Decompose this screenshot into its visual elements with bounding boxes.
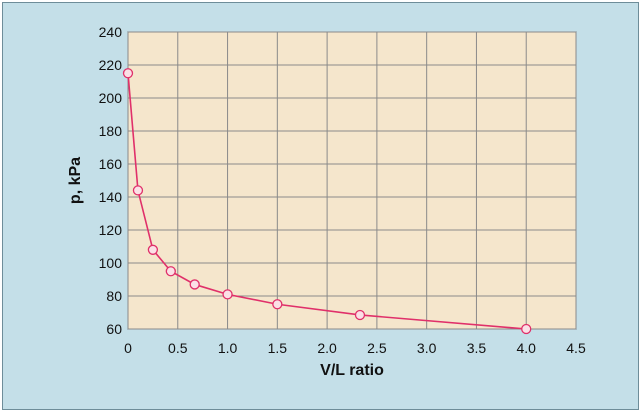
- grid-lines: [127, 31, 577, 330]
- y-tick-label: 100: [99, 255, 123, 271]
- y-tick-label: 140: [99, 189, 123, 205]
- y-tick-label: 160: [99, 156, 123, 172]
- x-tick-label: 4.0: [516, 340, 536, 356]
- y-tick-label: 60: [106, 321, 122, 337]
- x-tick-label: 0: [124, 340, 132, 356]
- x-tick-label: 2.0: [317, 340, 337, 356]
- x-tick-label: 1.0: [218, 340, 238, 356]
- x-tick-label: 4.5: [566, 340, 586, 356]
- data-point: [272, 299, 283, 310]
- y-tick-label: 200: [99, 90, 123, 106]
- x-tick-label: 2.5: [367, 340, 387, 356]
- y-tick-label: 120: [99, 222, 123, 238]
- x-tick-label: 0.5: [168, 340, 188, 356]
- x-tick-label: 3.0: [417, 340, 437, 356]
- data-point: [354, 309, 366, 321]
- data-point: [147, 244, 159, 255]
- series-layer: [122, 68, 532, 335]
- y-tick-label: 240: [99, 24, 123, 40]
- y-tick-label: 180: [99, 123, 123, 139]
- y-axis-title: p, kPa: [67, 157, 84, 204]
- x-axis-title: V/L ratio: [320, 362, 384, 379]
- data-point: [165, 266, 176, 277]
- y-tick-label: 80: [106, 288, 122, 304]
- x-tick-label: 3.5: [467, 340, 487, 356]
- tick-labels: 0 0.5 1.0 1.5 2.0 2.5 3.0 3.5 4.0 4.5 60 80 100 120 14…: [99, 24, 586, 356]
- data-point: [122, 68, 134, 79]
- y-tick-label: 220: [99, 57, 123, 73]
- data-point: [222, 289, 233, 300]
- data-point: [189, 279, 200, 290]
- x-tick-label: 1.5: [268, 340, 288, 356]
- data-point: [521, 323, 532, 335]
- plot-area: [127, 31, 577, 330]
- data-point: [132, 185, 144, 196]
